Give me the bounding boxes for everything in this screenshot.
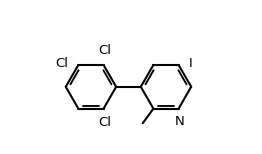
Text: I: I [188, 57, 192, 70]
Text: Cl: Cl [56, 57, 69, 70]
Text: Cl: Cl [99, 44, 111, 57]
Text: N: N [175, 115, 185, 128]
Text: Cl: Cl [99, 116, 111, 130]
